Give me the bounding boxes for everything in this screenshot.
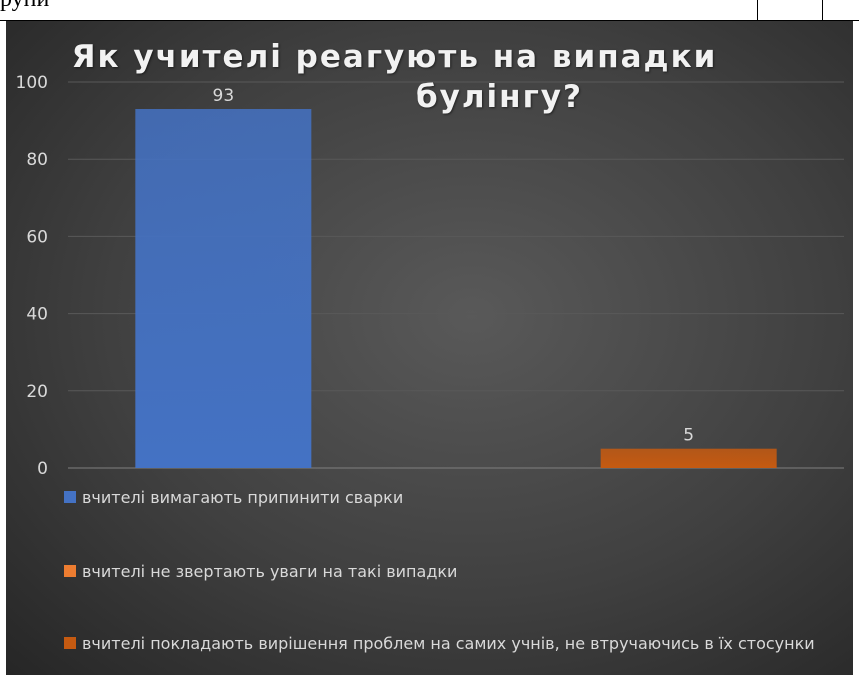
document-table-fragment: рупи (0, 0, 859, 21)
chart: 0 20 40 60 80 100 93 5 Як учителі реагують на в… (6, 21, 853, 675)
table-cell-border (757, 0, 758, 20)
chart-plot: 0 20 40 60 80 100 93 5 (16, 73, 844, 479)
legend-label-3: вчителі покладають вирішення проблем на … (82, 634, 815, 653)
bar-1 (135, 109, 312, 469)
legend-entry-3: вчителі покладають вирішення проблем на … (64, 633, 822, 655)
document-text: рупи (0, 0, 49, 13)
y-tick-label: 100 (16, 73, 48, 93)
y-tick-label: 80 (26, 150, 48, 170)
y-tick-label: 0 (37, 459, 48, 479)
legend-label-1: вчителі вимагають припинити сварки (82, 488, 404, 507)
bar-3 (600, 448, 777, 468)
y-tick-label: 60 (26, 227, 48, 247)
y-tick-label: 40 (26, 305, 48, 325)
data-label-1: 93 (213, 86, 235, 106)
legend-entry-1: вчителі вимагають припинити сварки (64, 487, 403, 509)
legend-entry-2: вчителі не звертають уваги на такі випад… (64, 561, 457, 583)
chart-title-line-2: булінгу? (416, 79, 583, 115)
table-cell-border (822, 0, 823, 20)
chart-title-line-1: Як учителі реагують на випадки (71, 39, 718, 75)
legend-swatch-3 (64, 637, 76, 649)
legend-swatch-2 (64, 565, 76, 577)
y-tick-label: 20 (26, 382, 48, 402)
legend-label-2: вчителі не звертають уваги на такі випад… (82, 562, 458, 581)
data-label-3: 5 (683, 426, 694, 446)
chart-title: Як учителі реагують на випадки булінгу? (6, 37, 853, 117)
legend-swatch-1 (64, 491, 76, 503)
